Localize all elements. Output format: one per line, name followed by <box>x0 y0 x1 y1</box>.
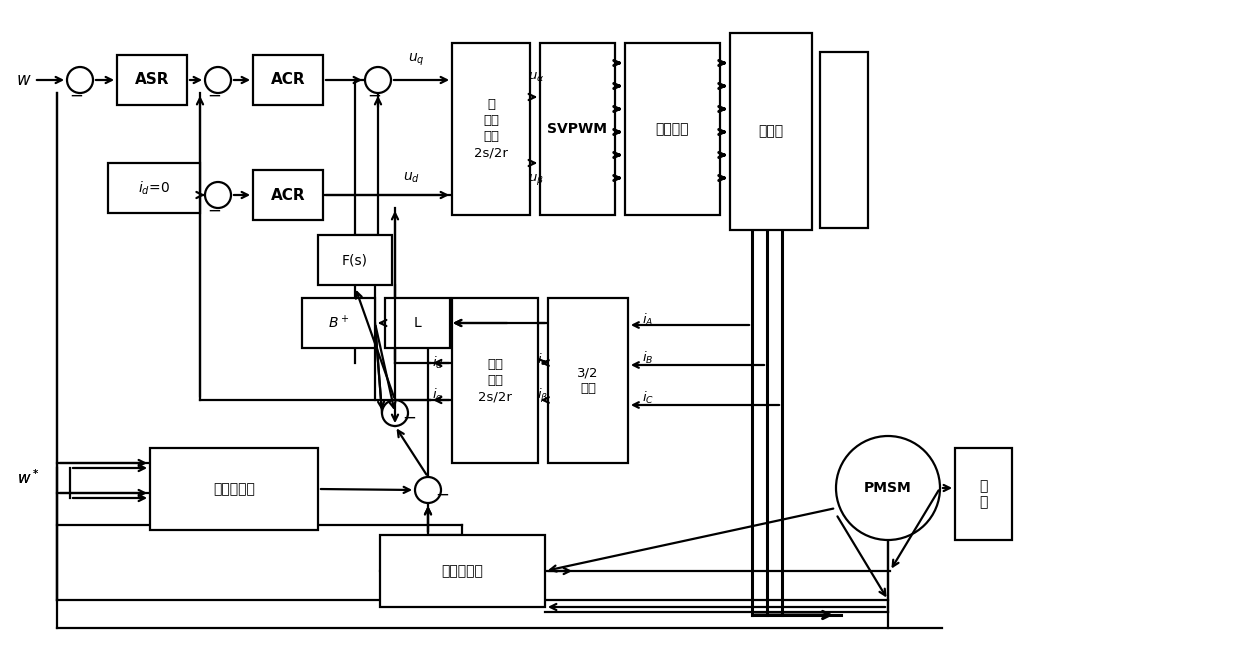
Text: −: − <box>69 87 83 105</box>
Bar <box>150 448 317 530</box>
Bar <box>453 43 529 215</box>
Text: PMSM: PMSM <box>864 481 911 495</box>
Bar <box>253 55 322 105</box>
Text: L: L <box>414 316 422 330</box>
Bar <box>303 298 374 348</box>
Text: $i_d$=0: $i_d$=0 <box>138 179 170 197</box>
Bar <box>379 535 546 607</box>
Circle shape <box>365 67 391 93</box>
Text: −: − <box>207 87 221 105</box>
Bar <box>539 43 615 215</box>
Text: $w^*$: $w^*$ <box>17 469 40 487</box>
Bar <box>117 55 187 105</box>
Text: $u_d$: $u_d$ <box>403 171 420 185</box>
Text: $i_α$: $i_α$ <box>537 352 549 368</box>
Text: 3/2
变换: 3/2 变换 <box>578 367 599 395</box>
Text: $B^+$: $B^+$ <box>327 314 350 332</box>
Bar <box>730 33 812 230</box>
Circle shape <box>205 182 231 208</box>
Bar <box>108 163 200 213</box>
Text: $u_β$: $u_β$ <box>528 173 544 187</box>
Text: 逆变器: 逆变器 <box>759 124 784 138</box>
Text: −: − <box>402 409 415 427</box>
Text: F(s): F(s) <box>342 253 368 267</box>
Text: 反
旋转
变换
2s/2r: 反 旋转 变换 2s/2r <box>474 99 508 160</box>
Text: 负
载: 负 载 <box>980 479 988 509</box>
Text: $i_d$: $i_d$ <box>433 355 444 371</box>
Text: $i_β$: $i_β$ <box>537 387 548 405</box>
Text: $i_C$: $i_C$ <box>642 390 653 406</box>
Circle shape <box>415 477 441 503</box>
Text: $w^*$: $w^*$ <box>17 469 40 487</box>
Text: $u_q$: $u_q$ <box>408 52 424 68</box>
Text: −: − <box>435 486 449 504</box>
Text: 转速编码器: 转速编码器 <box>441 564 484 578</box>
Text: 状态观测器: 状态观测器 <box>213 482 255 496</box>
Bar <box>955 448 1012 540</box>
Text: SVPWM: SVPWM <box>548 122 608 136</box>
Bar <box>384 298 450 348</box>
Circle shape <box>382 400 408 426</box>
Bar <box>625 43 720 215</box>
Text: $i_A$: $i_A$ <box>642 312 653 328</box>
Text: 六相脉冲: 六相脉冲 <box>656 122 689 136</box>
Text: 旋转
变换
2s/2r: 旋转 变换 2s/2r <box>479 358 512 403</box>
Text: −: − <box>207 202 221 220</box>
Bar <box>317 235 392 285</box>
Circle shape <box>836 436 940 540</box>
Text: $w$: $w$ <box>16 71 32 89</box>
Circle shape <box>205 67 231 93</box>
Bar <box>548 298 627 463</box>
Text: −: − <box>367 87 381 105</box>
Circle shape <box>67 67 93 93</box>
Text: $i_B$: $i_B$ <box>642 350 653 366</box>
Text: ACR: ACR <box>270 73 305 87</box>
Bar <box>253 170 322 220</box>
Text: $i_q$: $i_q$ <box>433 387 444 405</box>
Text: ACR: ACR <box>270 187 305 203</box>
Text: ASR: ASR <box>135 73 169 87</box>
Text: $u_α$: $u_α$ <box>528 70 544 83</box>
Bar <box>820 52 868 228</box>
Bar <box>453 298 538 463</box>
